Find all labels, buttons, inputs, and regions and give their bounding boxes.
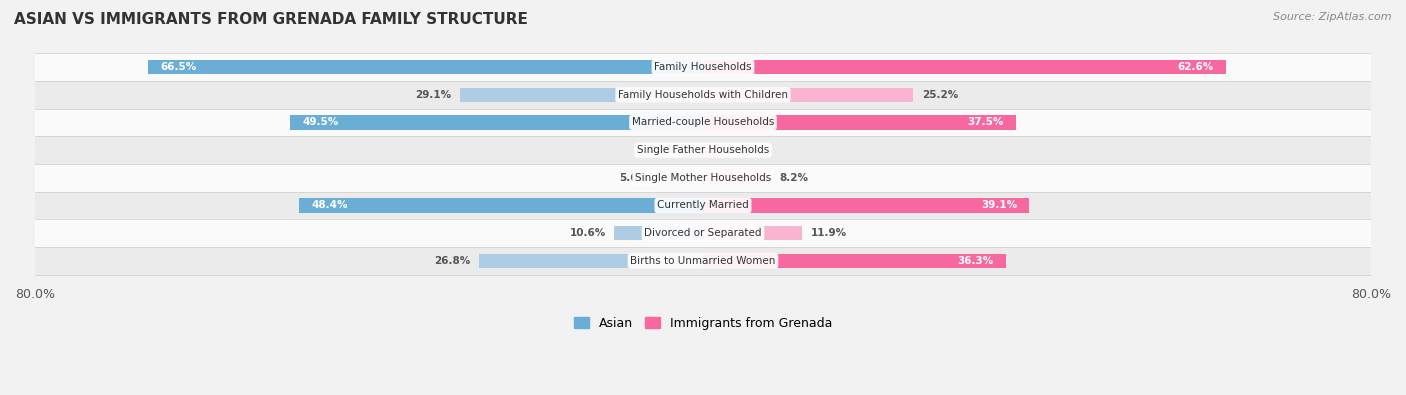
Text: 66.5%: 66.5% <box>160 62 197 72</box>
Text: Family Households with Children: Family Households with Children <box>619 90 787 100</box>
Text: 49.5%: 49.5% <box>302 117 339 128</box>
Bar <box>614 226 703 240</box>
Bar <box>290 115 703 130</box>
Text: 62.6%: 62.6% <box>1177 62 1213 72</box>
Bar <box>460 88 703 102</box>
Text: 5.6%: 5.6% <box>619 173 648 183</box>
Legend: Asian, Immigrants from Grenada: Asian, Immigrants from Grenada <box>568 312 838 335</box>
Bar <box>35 247 1371 275</box>
Bar <box>299 198 703 213</box>
Bar <box>148 60 703 74</box>
Bar <box>703 254 1007 268</box>
Bar <box>35 219 1371 247</box>
Text: Family Households: Family Households <box>654 62 752 72</box>
Bar <box>35 192 1371 219</box>
Text: Single Father Households: Single Father Households <box>637 145 769 155</box>
Bar <box>686 143 703 157</box>
Text: 11.9%: 11.9% <box>811 228 846 238</box>
Text: 2.0%: 2.0% <box>728 145 756 155</box>
Bar <box>35 136 1371 164</box>
Bar <box>35 109 1371 136</box>
Text: 26.8%: 26.8% <box>434 256 471 266</box>
Bar <box>703 171 772 185</box>
Text: 25.2%: 25.2% <box>922 90 957 100</box>
Text: 48.4%: 48.4% <box>311 201 347 211</box>
Text: 29.1%: 29.1% <box>416 90 451 100</box>
Bar <box>657 171 703 185</box>
Text: 10.6%: 10.6% <box>569 228 606 238</box>
Text: Married-couple Households: Married-couple Households <box>631 117 775 128</box>
Bar <box>703 198 1029 213</box>
Text: 2.1%: 2.1% <box>648 145 678 155</box>
Text: Births to Unmarried Women: Births to Unmarried Women <box>630 256 776 266</box>
Text: 39.1%: 39.1% <box>981 201 1017 211</box>
Text: 8.2%: 8.2% <box>780 173 808 183</box>
Bar <box>703 143 720 157</box>
Bar <box>35 164 1371 192</box>
Text: ASIAN VS IMMIGRANTS FROM GRENADA FAMILY STRUCTURE: ASIAN VS IMMIGRANTS FROM GRENADA FAMILY … <box>14 12 527 27</box>
Text: 36.3%: 36.3% <box>957 256 994 266</box>
Bar <box>703 88 914 102</box>
Bar <box>703 115 1017 130</box>
Bar <box>703 60 1226 74</box>
Text: Source: ZipAtlas.com: Source: ZipAtlas.com <box>1274 12 1392 22</box>
Bar <box>35 81 1371 109</box>
Text: Single Mother Households: Single Mother Households <box>636 173 770 183</box>
Bar <box>703 226 803 240</box>
Text: 37.5%: 37.5% <box>967 117 1004 128</box>
Bar <box>479 254 703 268</box>
Text: Divorced or Separated: Divorced or Separated <box>644 228 762 238</box>
Text: Currently Married: Currently Married <box>657 201 749 211</box>
Bar <box>35 53 1371 81</box>
